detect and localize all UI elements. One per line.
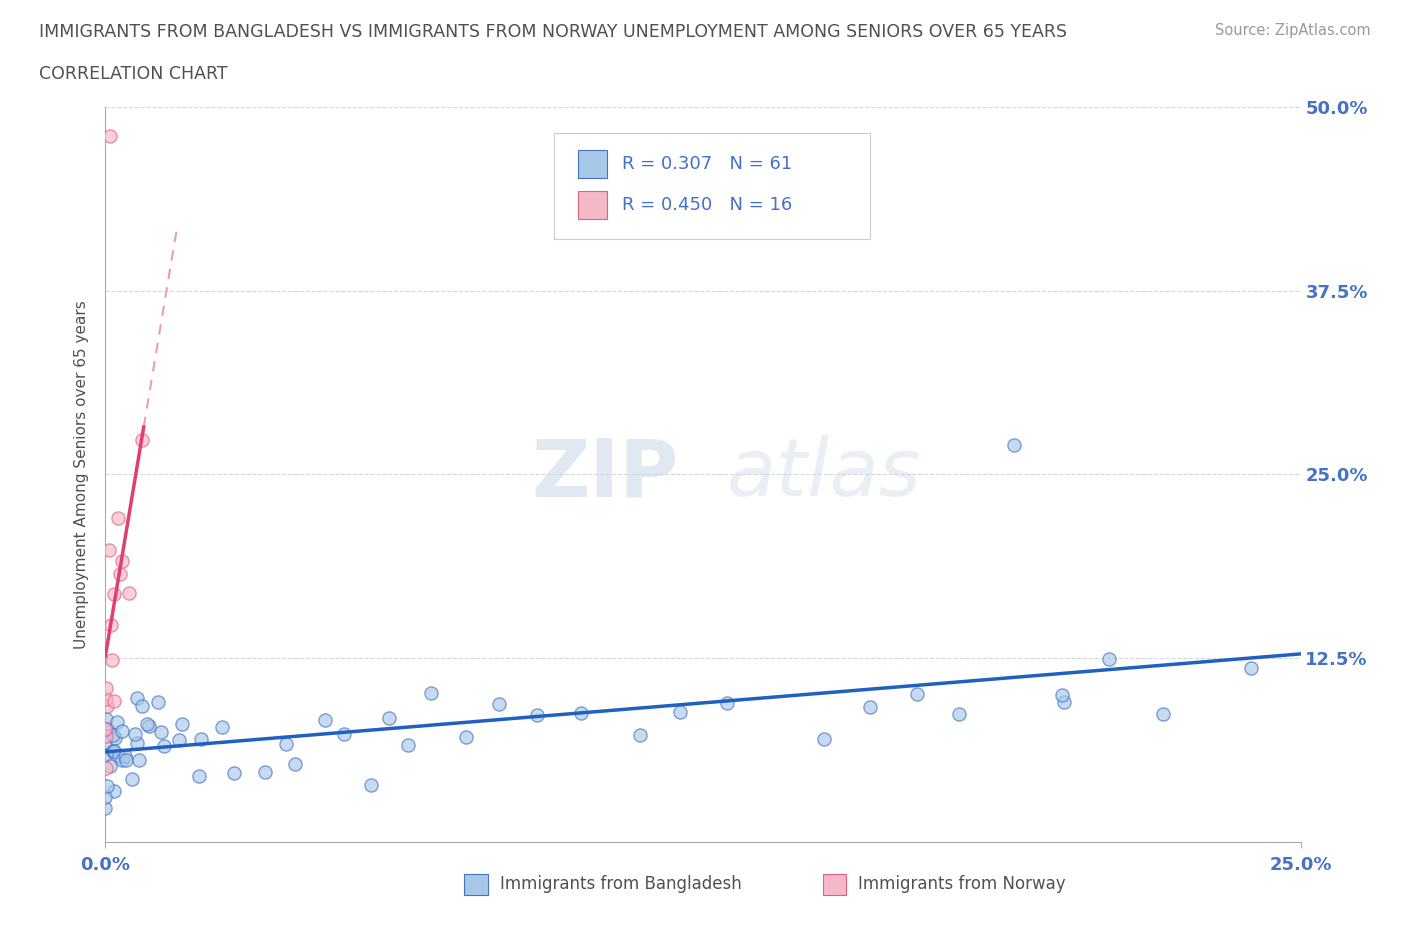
Point	[222, 765, 245, 780]
Point	[94, 801, 117, 816]
Point	[153, 738, 176, 753]
Point	[114, 749, 136, 764]
Point	[94, 681, 117, 696]
Point	[103, 745, 125, 760]
Point	[211, 720, 233, 735]
Point	[274, 737, 297, 751]
Point	[111, 724, 134, 738]
Point	[94, 790, 117, 804]
Point	[101, 727, 124, 742]
FancyBboxPatch shape	[464, 874, 488, 895]
Point	[254, 764, 277, 779]
Point	[905, 687, 928, 702]
Point	[131, 698, 153, 713]
Point	[630, 728, 652, 743]
Point	[131, 432, 153, 447]
Point	[314, 712, 336, 727]
Point	[1050, 687, 1073, 702]
FancyBboxPatch shape	[823, 874, 846, 895]
Text: Immigrants from Norway: Immigrants from Norway	[858, 875, 1066, 893]
Point	[111, 752, 134, 767]
Point	[190, 732, 212, 747]
Point	[94, 735, 117, 750]
Point	[100, 618, 122, 632]
Point	[94, 711, 117, 726]
Point	[167, 732, 190, 747]
Point	[96, 761, 118, 776]
Text: IMMIGRANTS FROM BANGLADESH VS IMMIGRANTS FROM NORWAY UNEMPLOYMENT AMONG SENIORS : IMMIGRANTS FROM BANGLADESH VS IMMIGRANTS…	[39, 23, 1067, 41]
Point	[118, 586, 141, 601]
Point	[526, 708, 548, 723]
Point	[111, 553, 134, 568]
Point	[107, 511, 129, 525]
Point	[948, 707, 970, 722]
Point	[94, 728, 117, 743]
FancyBboxPatch shape	[554, 133, 870, 239]
Text: Source: ZipAtlas.com: Source: ZipAtlas.com	[1215, 23, 1371, 38]
Point	[103, 587, 125, 602]
Point	[1053, 695, 1076, 710]
Text: R = 0.307   N = 61: R = 0.307 N = 61	[621, 155, 792, 173]
Point	[107, 714, 129, 729]
Point	[121, 772, 143, 787]
Point	[1240, 660, 1263, 675]
Point	[98, 542, 121, 557]
Point	[103, 783, 125, 798]
Point	[1152, 707, 1174, 722]
Point	[360, 777, 382, 792]
Point	[100, 652, 122, 667]
Point	[96, 721, 118, 736]
Point	[454, 729, 477, 744]
Point	[669, 704, 692, 719]
Point	[148, 694, 170, 709]
FancyBboxPatch shape	[578, 151, 607, 179]
Point	[107, 749, 129, 764]
Y-axis label: Unemployment Among Seniors over 65 years: Unemployment Among Seniors over 65 years	[75, 300, 90, 649]
Text: atlas: atlas	[727, 435, 922, 513]
Point	[1098, 652, 1121, 667]
Point	[94, 747, 117, 762]
Point	[128, 753, 150, 768]
Point	[138, 719, 160, 734]
Point	[94, 722, 117, 737]
Point	[135, 716, 157, 731]
Point	[488, 697, 510, 711]
Point	[101, 743, 124, 758]
Point	[96, 698, 118, 713]
Point	[420, 685, 443, 700]
Point	[284, 756, 307, 771]
Point	[103, 743, 125, 758]
Point	[103, 694, 125, 709]
Point	[716, 696, 738, 711]
Text: CORRELATION CHART: CORRELATION CHART	[39, 65, 228, 83]
Point	[98, 758, 121, 773]
Point	[1002, 437, 1025, 452]
Point	[96, 778, 118, 793]
Point	[569, 705, 592, 720]
FancyBboxPatch shape	[578, 191, 607, 219]
Text: ZIP: ZIP	[531, 435, 679, 513]
Point	[98, 129, 121, 144]
Text: Immigrants from Bangladesh: Immigrants from Bangladesh	[501, 875, 741, 893]
Text: R = 0.450   N = 16: R = 0.450 N = 16	[621, 195, 792, 214]
Point	[115, 752, 138, 767]
Point	[104, 731, 127, 746]
Point	[172, 717, 194, 732]
Point	[125, 691, 148, 706]
Point	[377, 711, 399, 725]
Point	[94, 691, 117, 706]
Point	[396, 738, 419, 753]
Point	[127, 736, 149, 751]
Point	[859, 699, 882, 714]
Point	[187, 769, 209, 784]
Point	[149, 724, 172, 739]
Point	[813, 731, 835, 746]
Point	[332, 726, 354, 741]
Point	[108, 566, 131, 581]
Point	[124, 726, 146, 741]
